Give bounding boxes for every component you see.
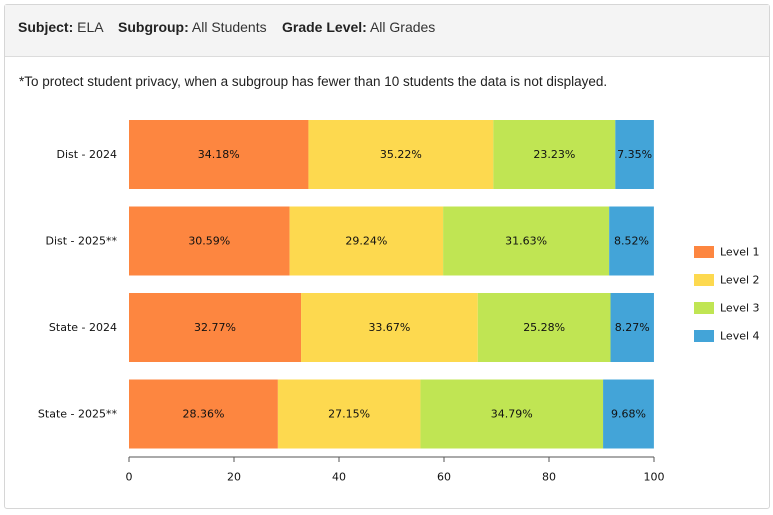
- x-tick-label: 100: [644, 471, 665, 484]
- filter-header: Subject: ELA Subgroup: All Students Grad…: [5, 5, 769, 57]
- grade-level-value: All Grades: [369, 19, 436, 35]
- category-label: Dist - 2024: [56, 148, 117, 161]
- data-label: 33.67%: [368, 321, 410, 334]
- bar-segment: [289, 206, 444, 276]
- data-label: 28.36%: [182, 408, 224, 421]
- bar-segment: [610, 293, 654, 362]
- legend-label: Level 1: [720, 246, 760, 259]
- data-label: 8.52%: [614, 235, 649, 248]
- data-label: 25.28%: [523, 321, 565, 334]
- grade-level-filter: Grade Level: All Grades: [282, 19, 435, 35]
- legend-swatch: [694, 246, 714, 258]
- legend-swatch: [694, 302, 714, 314]
- data-label: 9.68%: [611, 408, 646, 421]
- category-label: State - 2025**: [38, 408, 118, 421]
- x-tick-label: 40: [332, 471, 346, 484]
- subgroup-filter: Subgroup: All Students: [118, 19, 267, 35]
- category-label: Dist - 2025**: [45, 235, 117, 248]
- legend-label: Level 4: [720, 330, 760, 343]
- bar-segment: [301, 293, 478, 362]
- bar-segment: [493, 120, 616, 189]
- data-label: 30.59%: [188, 235, 230, 248]
- bar-segment: [129, 120, 309, 189]
- subgroup-label: Subgroup:: [118, 19, 189, 35]
- data-label: 34.18%: [198, 148, 240, 161]
- x-tick-label: 80: [542, 471, 556, 484]
- bar-segment: [129, 293, 302, 362]
- category-label: State - 2024: [49, 321, 117, 334]
- data-label: 8.27%: [615, 321, 650, 334]
- x-tick-label: 60: [437, 471, 451, 484]
- subject-value: ELA: [77, 19, 104, 35]
- data-label: 29.24%: [345, 235, 387, 248]
- bar-segment: [129, 379, 278, 449]
- legend-label: Level 3: [720, 302, 760, 315]
- legend-label: Level 2: [720, 274, 760, 287]
- data-label: 32.77%: [194, 321, 236, 334]
- grade-level-label: Grade Level:: [282, 19, 367, 35]
- data-label: 35.22%: [380, 148, 422, 161]
- data-label: 31.63%: [505, 235, 547, 248]
- data-label: 34.79%: [491, 408, 533, 421]
- bar-segment: [615, 120, 654, 189]
- bar-segment: [443, 206, 610, 276]
- bar-segment: [477, 293, 611, 362]
- privacy-note: *To protect student privacy, when a subg…: [19, 74, 608, 89]
- data-label: 23.23%: [533, 148, 575, 161]
- subgroup-value: All Students: [191, 19, 267, 35]
- legend-swatch: [694, 330, 714, 342]
- bar-segment: [420, 379, 604, 449]
- bar-segment: [609, 206, 654, 276]
- bar-segment: [308, 120, 494, 189]
- data-label: 27.15%: [328, 408, 370, 421]
- subject-label: Subject:: [18, 19, 74, 35]
- bar-segment: [277, 379, 421, 449]
- data-label: 7.35%: [617, 148, 652, 161]
- bar-segment: [129, 206, 290, 276]
- legend-swatch: [694, 274, 714, 286]
- bar-segment: [603, 379, 654, 449]
- x-tick-label: 20: [227, 471, 241, 484]
- x-tick-label: 0: [126, 471, 133, 484]
- subject-filter: Subject: ELA: [18, 19, 104, 35]
